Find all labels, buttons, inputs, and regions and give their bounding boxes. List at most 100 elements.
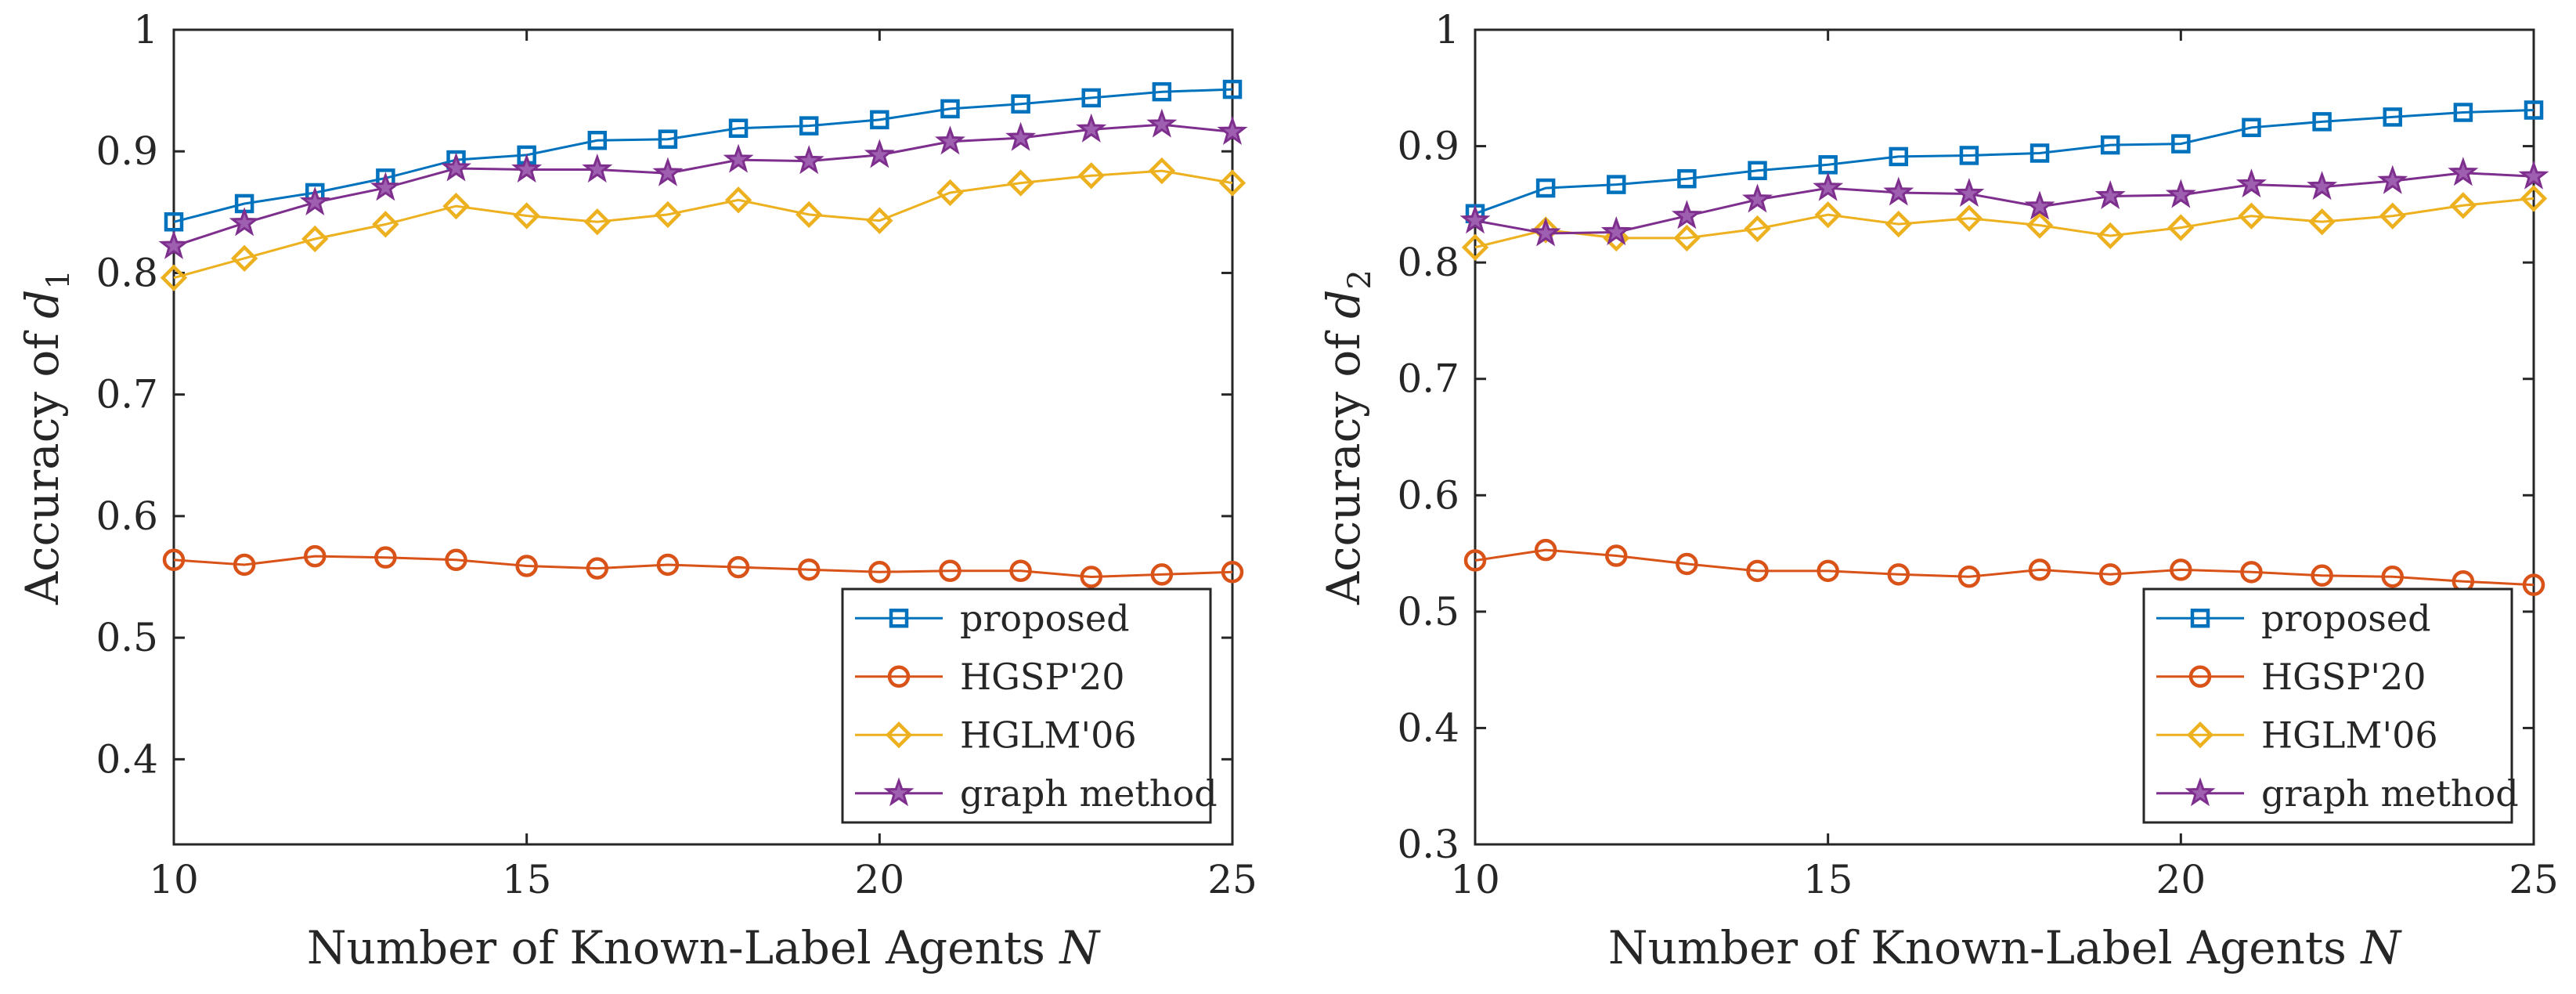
y-tick-label: 0.8 [96,250,158,295]
y-tick-label: 0.5 [96,615,158,660]
data-point [2518,160,2549,190]
data-point [2242,117,2261,138]
y-axis-label-var: d [16,290,69,319]
data-point [1009,559,1032,582]
y-axis-label-text: Accuracy of [16,319,69,605]
data-point [1605,544,1628,567]
data-point [511,154,543,183]
series-line [173,555,1233,579]
data-point [2235,168,2267,198]
data-point [1005,121,1037,151]
data-point [2522,573,2545,596]
series-line [173,169,1233,280]
data-point [162,548,186,572]
data-point [1217,115,1248,145]
data-point [2094,179,2126,210]
data-point [1742,183,1773,213]
data-point [1959,146,1979,165]
legend-entry: proposed [855,597,1130,639]
x-axis-label: Number of Known-Label Agents N [307,921,1101,974]
y-tick-label: 0.9 [1397,124,1459,169]
legend-label: graph method [2261,772,2519,815]
data-point [164,212,184,232]
data-point [2171,134,2191,154]
data-point [1076,113,1107,143]
data-point [1080,566,1102,588]
x-tick-label: 25 [1207,857,1257,902]
x-axis-label: Number of Known-Label Agents N [1608,921,2402,974]
data-point [2453,103,2473,122]
data-point [1883,176,1914,206]
legend-marker [2185,777,2216,807]
data-point [1218,169,1247,197]
y-axis-label-var: d [1317,290,1370,319]
series-line [173,88,1233,223]
data-point [870,110,889,130]
y-axis-label-sub: 1 [41,269,77,289]
data-point [1535,178,1556,198]
data-point [1813,172,1844,201]
data-point [727,555,750,579]
y-axis-label-text: Accuracy of [1317,319,1370,605]
data-point [797,558,821,581]
data-point [1011,94,1030,114]
data-point [2167,214,2195,241]
data-point [1955,204,1983,232]
data-point [2377,164,2408,194]
data-point [2026,211,2054,239]
data-point [1600,216,1632,246]
data-point [1150,563,1174,586]
x-tick-label: 15 [1803,857,1853,902]
series-proposed [164,79,1243,232]
series-hglm-06 [160,157,1247,291]
data-point [374,546,397,569]
series-line [1474,548,2535,587]
data-point [1673,224,1701,252]
data-point [2312,112,2332,132]
data-point [2307,171,2338,201]
data-point [1148,157,1176,185]
y-tick-label: 0.7 [1397,356,1459,402]
legend-label: graph method [960,772,1218,815]
data-point [796,201,823,229]
legend-entry: HGSP'20 [2156,656,2426,698]
data-point [2024,190,2055,220]
data-point [2449,192,2477,219]
data-point [1152,81,1172,102]
data-point [586,557,609,580]
legend-entry: proposed [2156,597,2431,639]
data-point [2381,566,2404,588]
data-point [2029,143,2050,163]
data-point [2311,564,2333,587]
data-point [2098,563,2122,586]
data-point [1534,538,1557,562]
data-point [441,152,472,182]
data-point [939,559,961,582]
data-point [1814,201,1842,229]
legend-marker [2190,609,2210,628]
x-tick-label: 25 [2509,857,2559,902]
y-axis-label: Accuracy of d2 [1317,269,1378,605]
data-point [654,201,682,229]
x-axis-label-var: N [2359,921,2402,974]
data-point [587,131,608,150]
x-tick-label: 20 [2156,857,2206,902]
data-point [793,145,824,175]
x-tick-label: 10 [1450,857,1500,902]
data-point [583,208,611,236]
data-point [940,99,960,119]
data-point [658,129,678,149]
data-point [1885,210,1912,238]
data-point [723,143,754,173]
data-point [652,157,684,186]
y-tick-label: 0.3 [1397,822,1459,867]
data-point [1889,146,1909,167]
data-point [1671,200,1702,230]
data-point [2308,208,2336,236]
legend-label: HGSP'20 [960,656,1125,698]
data-point [1607,175,1626,194]
data-point [1603,224,1630,252]
data-point [1954,178,1985,208]
data-point [2238,202,2265,230]
